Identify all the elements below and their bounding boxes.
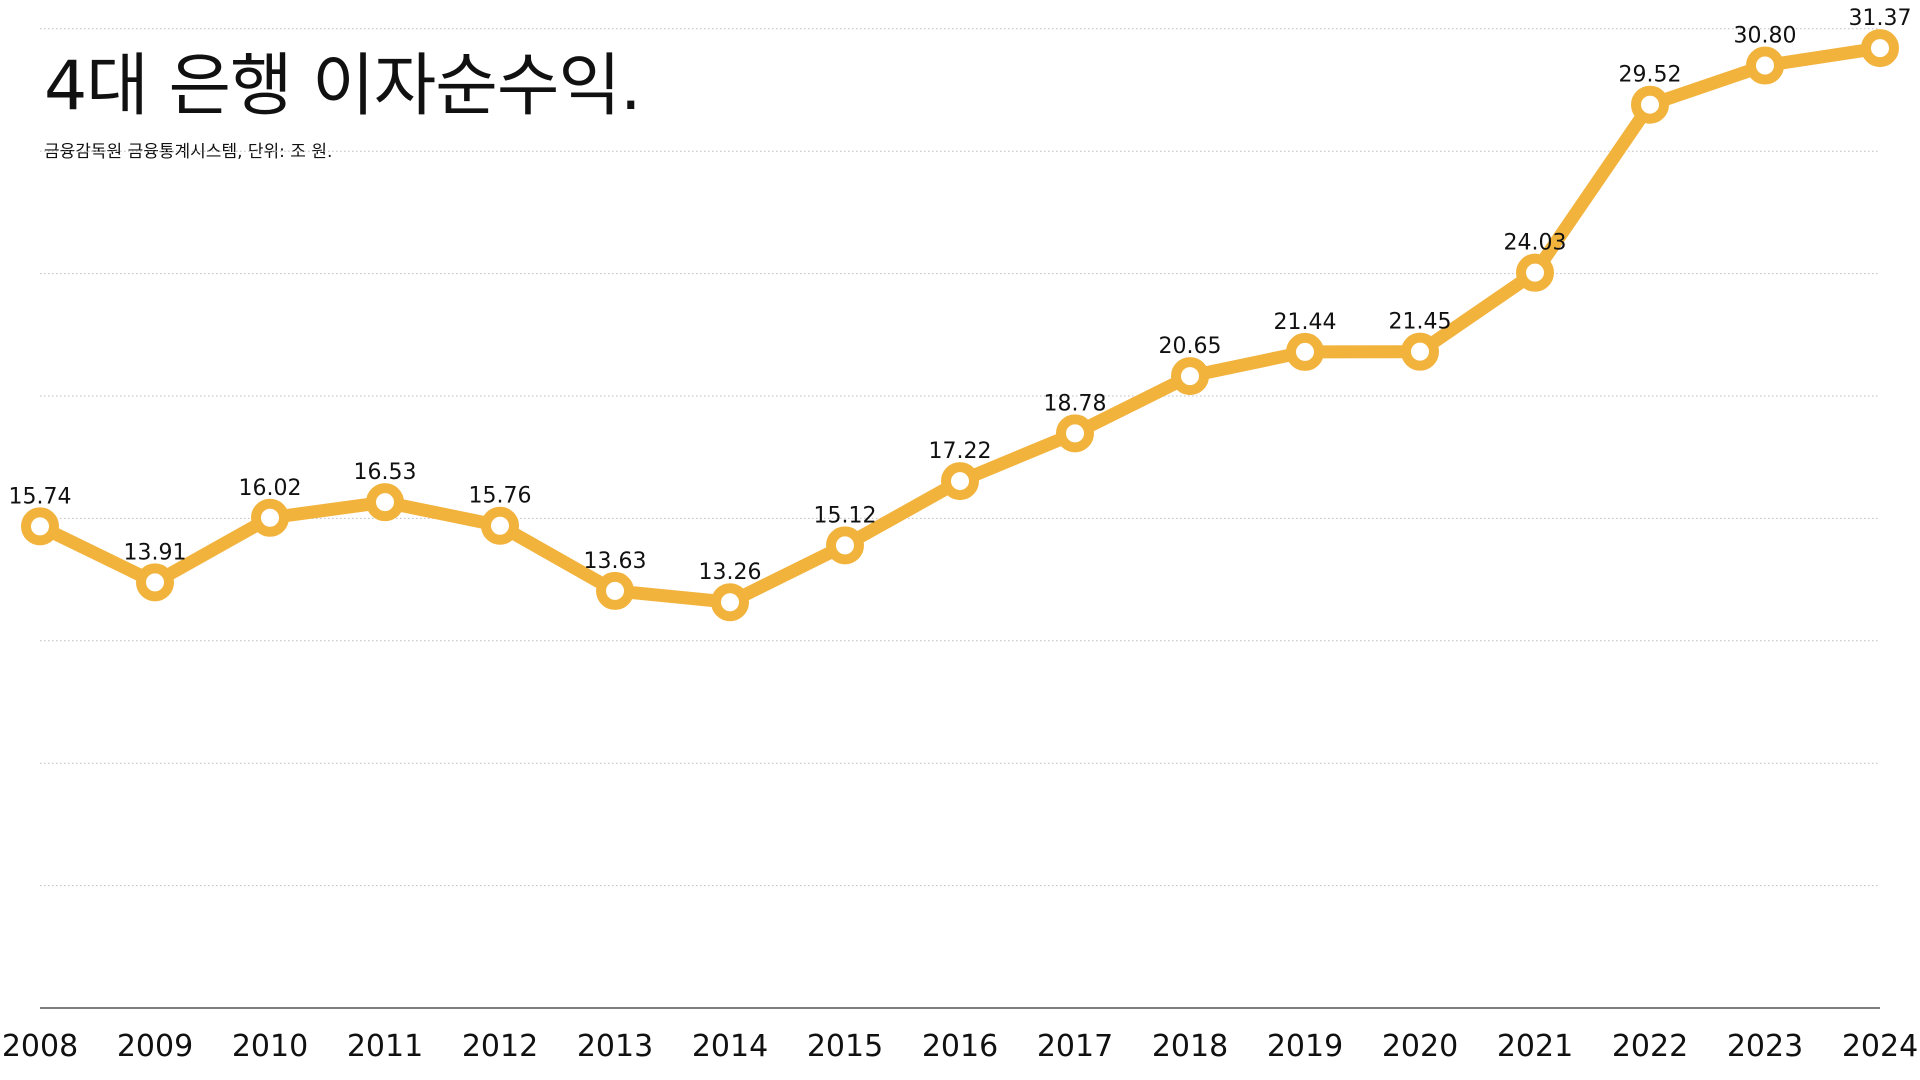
data-label: 16.02: [239, 476, 302, 501]
x-tick-labels: 2008 2009 2010 2011 2012 2013 2014 2015 2016 2017…: [2, 1029, 1918, 1064]
data-point: [1746, 46, 1784, 85]
gridlines: [40, 28, 1880, 887]
x-tick-label: 2014: [692, 1029, 768, 1064]
data-point: [596, 571, 634, 610]
x-tick-label: 2019: [1267, 1029, 1343, 1064]
data-point: [1286, 332, 1324, 371]
x-tick-label: 2023: [1727, 1029, 1803, 1064]
chart-title: 4대 은행 이자순수익.: [44, 47, 642, 126]
data-label: 15.74: [9, 484, 72, 509]
x-tick-label: 2018: [1152, 1029, 1228, 1064]
data-markers: [21, 29, 1899, 622]
x-tick-label: 2017: [1037, 1029, 1113, 1064]
data-label: 31.37: [1849, 6, 1912, 31]
data-label: 29.52: [1619, 63, 1682, 88]
data-label: 15.12: [814, 503, 877, 528]
x-tick-label: 2013: [577, 1029, 653, 1064]
series-path: [33, 41, 1887, 609]
data-label: 30.80: [1734, 24, 1797, 49]
data-label: 16.53: [354, 460, 417, 485]
data-point: [21, 507, 59, 546]
x-tick-label: 2022: [1612, 1029, 1688, 1064]
data-point: [826, 526, 864, 565]
data-label: 13.63: [584, 549, 647, 574]
data-label: 15.76: [469, 484, 532, 509]
chart-subtitle: 금융감독원 금융통계시스템, 단위: 조 원.: [44, 142, 333, 162]
data-point: [251, 498, 289, 537]
data-point: [1516, 253, 1554, 292]
data-point: [1631, 85, 1669, 124]
data-point: [481, 506, 519, 545]
x-tick-label: 2010: [232, 1029, 308, 1064]
data-label: 13.91: [124, 540, 187, 565]
data-point: [941, 462, 979, 501]
data-label: 21.45: [1389, 310, 1452, 335]
data-label: 21.44: [1274, 310, 1337, 335]
data-label: 20.65: [1159, 334, 1222, 359]
data-point: [1171, 357, 1209, 396]
data-label: 13.26: [699, 560, 762, 585]
x-tick-label: 2009: [117, 1029, 193, 1064]
data-label: 18.78: [1044, 391, 1107, 416]
data-label: 24.03: [1504, 231, 1567, 256]
data-point: [711, 583, 749, 622]
data-point: [366, 483, 404, 522]
series-line: [33, 41, 1887, 609]
x-tick-label: 2008: [2, 1029, 78, 1064]
data-label: 17.22: [929, 439, 992, 464]
x-tick-label: 2020: [1382, 1029, 1458, 1064]
data-point: [136, 563, 174, 602]
x-tick-label: 2011: [347, 1029, 423, 1064]
x-tick-label: 2012: [462, 1029, 538, 1064]
data-point: [1401, 332, 1439, 371]
data-labels: 15.74 13.91 16.02 16.53 15.76 13.63 13.26 15.12…: [9, 6, 1912, 585]
x-tick-label: 2016: [922, 1029, 998, 1064]
x-tick-label: 2015: [807, 1029, 883, 1064]
x-tick-label: 2024: [1842, 1029, 1918, 1064]
data-point: [1861, 29, 1899, 68]
data-point: [1056, 414, 1094, 453]
x-tick-label: 2021: [1497, 1029, 1573, 1064]
